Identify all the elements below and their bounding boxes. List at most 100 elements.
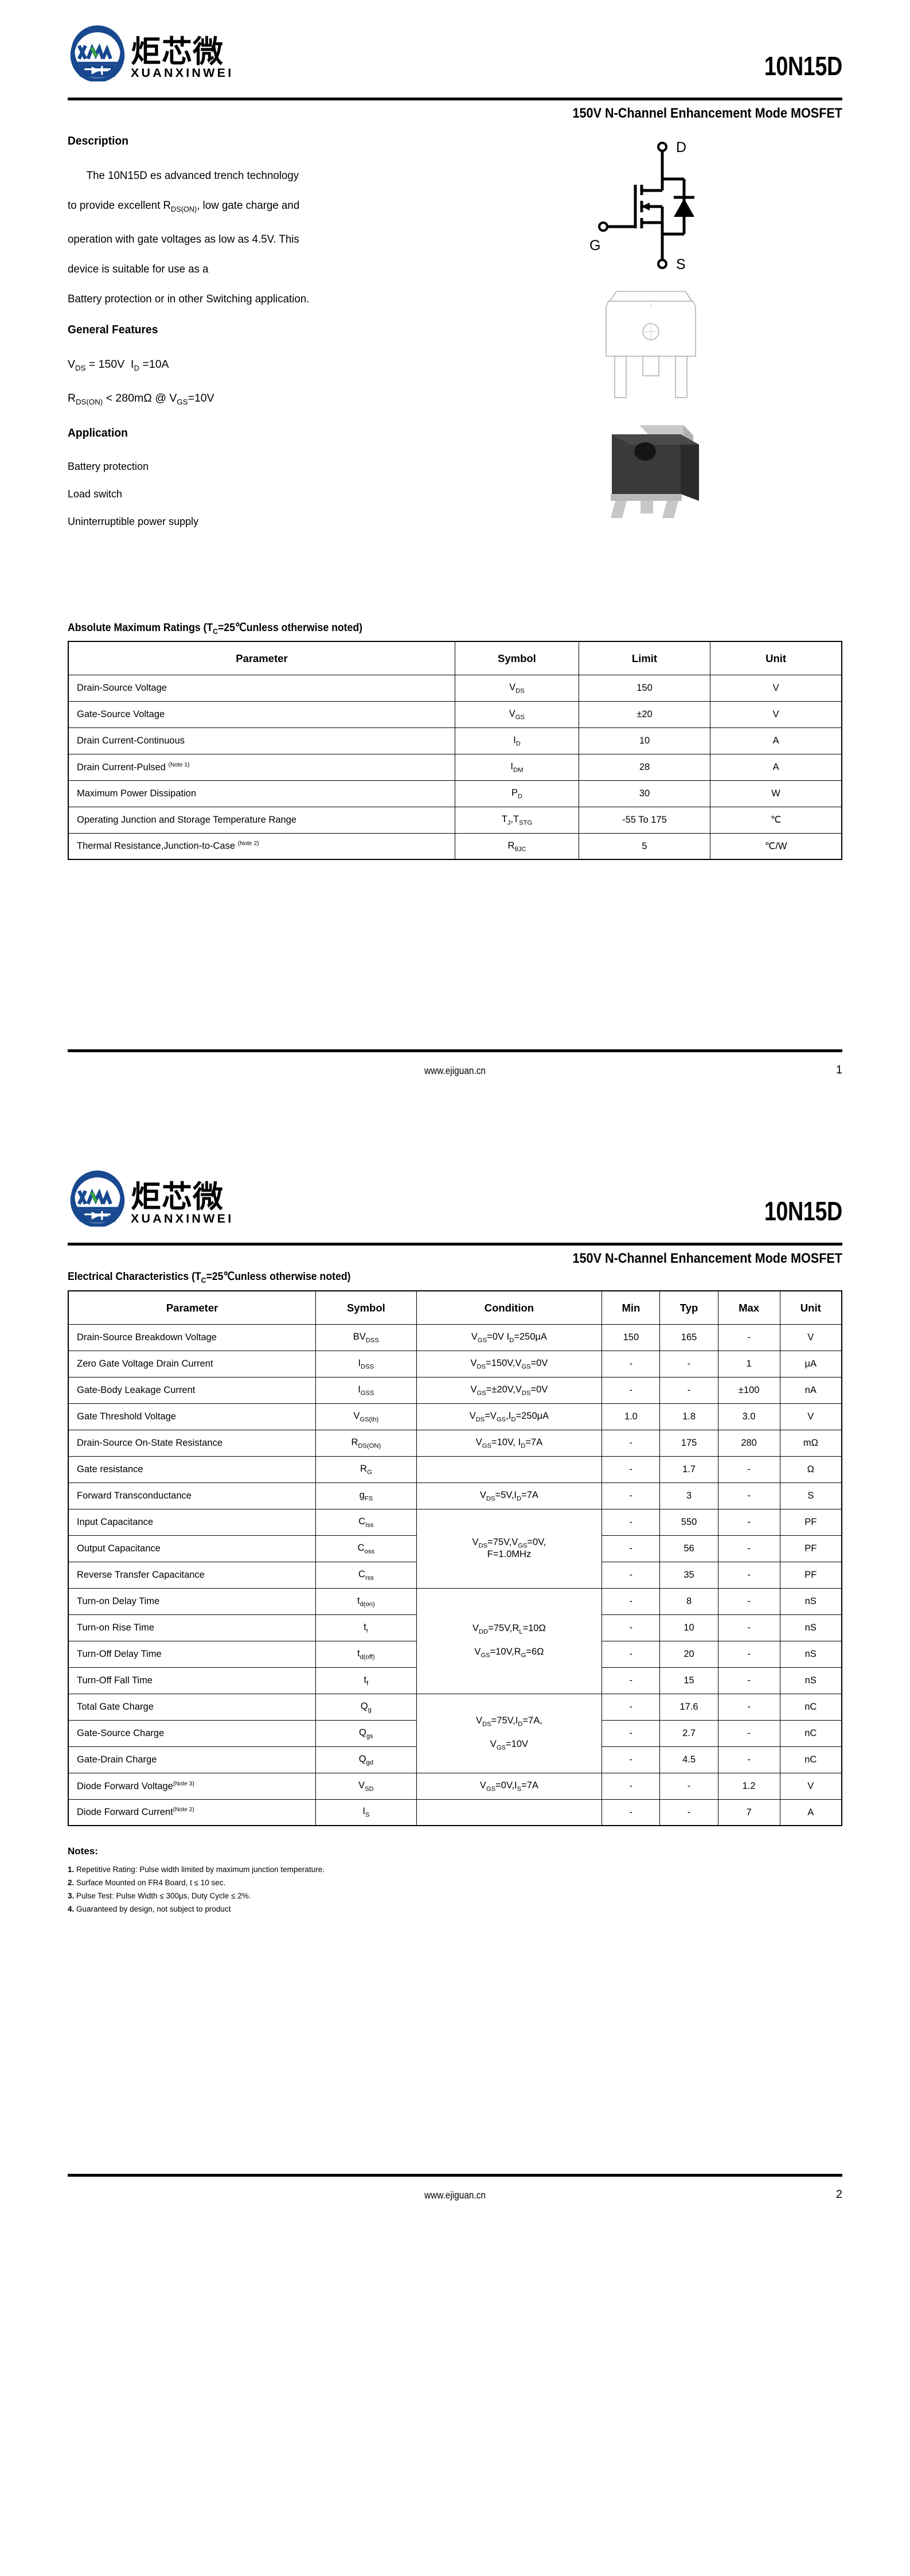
cell-unit: Ω: [779, 1456, 842, 1483]
cell-condition-merged-capacitance: VDS=75V,VGS=0V, F=1.0MHz: [416, 1508, 603, 1589]
cell-unit: PF: [779, 1535, 842, 1562]
table-header-row: Parameter Symbol Condition Min Typ Max U…: [68, 1290, 842, 1325]
company-logo: 炬芯微 XUANXINWEI: [68, 1167, 233, 1227]
cell-max: 1: [717, 1350, 780, 1378]
column-header-unit: Unit: [710, 641, 842, 675]
logo-english-name: XUANXINWEI: [131, 66, 234, 80]
absolute-maximum-ratings-table: Parameter Symbol Limit Unit Drain-Source…: [68, 641, 842, 861]
footer-page-number: 2: [835, 2188, 842, 2201]
cell-symbol: td(on): [315, 1587, 417, 1615]
cell-parameter: Output Capacitance: [68, 1535, 317, 1562]
cell-min: -: [602, 1746, 661, 1773]
cell-max: -: [717, 1482, 780, 1509]
table-row: Zero Gate Voltage Drain Current IDSS VDS…: [68, 1350, 842, 1378]
column-header-condition: Condition: [416, 1290, 603, 1325]
cell-unit: W: [710, 780, 842, 807]
table-row: Drain-Source On-State Resistance RDS(ON)…: [68, 1429, 842, 1457]
cell-typ: 17.6: [659, 1693, 718, 1721]
table-row: Drain Current-Pulsed (Note 1) IDM 28 A: [68, 753, 842, 781]
footer-url[interactable]: www.ejiguan.cn: [424, 2189, 486, 2201]
cell-limit: -55 To 175: [578, 806, 711, 834]
cell-condition-merged-switching: VDD=75V,RL=10Ω VGS=10V,RG=6Ω: [416, 1587, 603, 1694]
cell-unit: nS: [779, 1614, 842, 1641]
cell-condition: VDS=150V,VGS=0V: [416, 1350, 603, 1378]
cell-unit: μA: [779, 1350, 842, 1378]
cell-parameter: Turn-Off Delay Time: [68, 1640, 317, 1668]
cell-unit: mΩ: [779, 1429, 842, 1457]
absolute-maximum-ratings-section: Absolute Maximum Ratings (TC=25℃unless o…: [68, 621, 842, 861]
cell-typ: 550: [659, 1508, 718, 1536]
cell-max: -: [717, 1508, 780, 1536]
cell-symbol: Qgd: [315, 1746, 417, 1773]
cell-condition: VGS=10V, ID=7A: [416, 1429, 603, 1457]
cell-symbol: Qg: [315, 1693, 417, 1721]
logo-chinese-name: 炬芯微: [131, 34, 224, 69]
cell-condition: [416, 1456, 603, 1483]
cell-condition: VGS=±20V,VDS=0V: [416, 1376, 603, 1404]
cell-unit: nC: [779, 1719, 842, 1747]
cell-max: -: [717, 1324, 780, 1351]
cell-typ: 1.7: [659, 1456, 718, 1483]
feature-line-vds: VDS = 150V ID =10A: [68, 357, 169, 372]
electrical-characteristics-section: Electrical Characteristics (TC=25℃unless…: [68, 1270, 842, 1827]
cell-min: -: [602, 1429, 661, 1457]
footer-url[interactable]: www.ejiguan.cn: [424, 1065, 486, 1077]
feature-line-rdson: RDS(ON) < 280mΩ @ VGS=10V: [68, 391, 214, 406]
datasheet-document: 炬芯微 XUANXINWEI 10N15D 150V N-Channel Enh…: [0, 0, 910, 2218]
cell-max: 3.0: [717, 1403, 780, 1430]
cell-min: -: [602, 1350, 661, 1378]
part-number-title: 10N15D: [764, 51, 842, 81]
table-row: Gate resistance RG - 1.7 - Ω: [68, 1456, 842, 1483]
cell-symbol: tr: [315, 1614, 417, 1641]
page-1-header: 炬芯微 XUANXINWEI 10N15D: [68, 0, 842, 98]
page-2-footer: www.ejiguan.cn 2: [68, 2174, 842, 2218]
cell-condition: [416, 1799, 603, 1826]
cell-parameter: Operating Junction and Storage Temperatu…: [68, 806, 455, 834]
general-features-heading: General Features: [68, 322, 158, 336]
description-line-4: device is suitable for use as a: [68, 262, 209, 275]
cell-unit: PF: [779, 1508, 842, 1536]
cell-limit: 150: [578, 674, 711, 702]
cell-max: -: [717, 1746, 780, 1773]
cell-condition: VDS=VGS,ID=250μA: [416, 1403, 603, 1430]
cell-min: -: [602, 1719, 661, 1747]
cell-parameter: Turn-Off Fall Time: [68, 1667, 317, 1694]
package-photo-figure: [464, 415, 842, 521]
cell-limit: ±20: [578, 701, 711, 728]
cell-unit: A: [710, 727, 842, 754]
cell-max: 280: [717, 1429, 780, 1457]
table-row: Gate Threshold Voltage VGS(th) VDS=VGS,I…: [68, 1403, 842, 1430]
cell-max: -: [717, 1456, 780, 1483]
page-1: 炬芯微 XUANXINWEI 10N15D 150V N-Channel Enh…: [0, 0, 910, 1094]
cell-max: ±100: [717, 1376, 780, 1404]
cell-parameter: Turn-on Rise Time: [68, 1614, 317, 1641]
cell-symbol: VGS: [455, 701, 579, 728]
page-subtitle: 150V N-Channel Enhancement Mode MOSFET: [572, 106, 842, 121]
page-1-footer: www.ejiguan.cn 1: [68, 1049, 842, 1094]
cell-typ: 35: [659, 1561, 718, 1589]
table-row: Drain-Source Voltage VDS 150 V: [68, 674, 842, 702]
table-header-row: Parameter Symbol Limit Unit: [68, 641, 842, 675]
page-2-header: 炬芯微 XUANXINWEI 10N15D: [68, 1145, 842, 1243]
cell-parameter: Gate Threshold Voltage: [68, 1403, 317, 1430]
cell-symbol: tf: [315, 1667, 417, 1694]
cell-parameter: Gate resistance: [68, 1456, 317, 1483]
n-channel-mosfet-symbol-icon: D G S: [589, 139, 694, 273]
cell-parameter: Diode Forward Current(Note 2): [68, 1799, 317, 1826]
cell-min: -: [602, 1535, 661, 1562]
cell-typ: 8: [659, 1587, 718, 1615]
cell-limit: 5: [578, 832, 711, 860]
cell-symbol: IS: [315, 1799, 417, 1826]
description-line-2: to provide excellent RDS(ON), low gate c…: [68, 199, 300, 213]
symbol-pin-g-label: G: [589, 238, 600, 254]
description-text: The 10N15D es advanced trench technology…: [68, 161, 435, 314]
table-row: Diode Forward Voltage(Note 3) VSD VGS=0V…: [68, 1772, 842, 1800]
cell-min: -: [602, 1667, 661, 1694]
cell-typ: 15: [659, 1667, 718, 1694]
cell-typ: -: [659, 1772, 718, 1800]
cell-parameter: Drain Current-Pulsed (Note 1): [68, 753, 455, 781]
table-row: Turn-on Delay Time td(on) VDD=75V,RL=10Ω…: [68, 1587, 842, 1694]
application-item-1: Load switch: [68, 488, 123, 500]
cell-min: -: [602, 1508, 661, 1536]
cell-parameter: Turn-on Delay Time: [68, 1587, 317, 1615]
